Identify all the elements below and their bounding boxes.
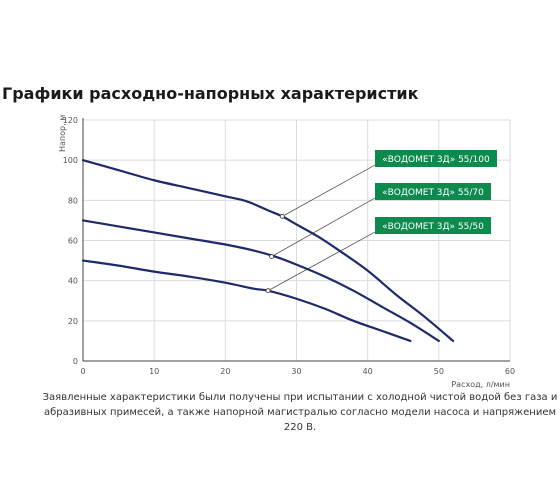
- y-tick-label: 120: [63, 116, 78, 125]
- series-label-box: [375, 183, 491, 200]
- series-label-box: [375, 150, 497, 167]
- y-tick-label: 60: [68, 237, 78, 246]
- leader-line: [267, 231, 376, 292]
- y-tick-label: 40: [68, 277, 78, 286]
- x-axis-label: Расход, л/мин: [451, 380, 510, 389]
- x-tick-label: 40: [363, 367, 373, 376]
- series-label-box: [375, 217, 491, 234]
- leader-line: [282, 164, 376, 217]
- x-tick-label: 30: [291, 367, 301, 376]
- x-tick-label: 50: [434, 367, 444, 376]
- leader-line: [271, 197, 376, 257]
- y-tick-label: 0: [73, 357, 78, 366]
- chart-title: Графики расходно-напорных характеристик: [2, 84, 419, 103]
- series-marker: [269, 254, 274, 259]
- y-tick-label: 80: [68, 196, 78, 205]
- y-tick-label: 100: [63, 156, 78, 165]
- series-label: «ВОДОМЕТ 3Д» 55/100: [382, 155, 490, 165]
- series-line: [81, 219, 440, 343]
- series-marker: [265, 288, 271, 294]
- footnote: Заявленные характеристики были получены …: [42, 392, 558, 433]
- series-label: «ВОДОМЕТ 3Д» 55/70: [382, 188, 484, 198]
- x-tick-label: 10: [149, 367, 159, 376]
- series-marker: [279, 213, 285, 219]
- y-axis-label: Напор, м: [58, 115, 67, 152]
- y-tick-label: 20: [68, 317, 78, 326]
- x-tick-label: 0: [80, 367, 85, 376]
- x-tick-label: 60: [505, 367, 515, 376]
- series-line: [81, 259, 412, 343]
- series-label: «ВОДОМЕТ 3Д» 55/50: [382, 222, 484, 232]
- x-tick-label: 20: [220, 367, 230, 376]
